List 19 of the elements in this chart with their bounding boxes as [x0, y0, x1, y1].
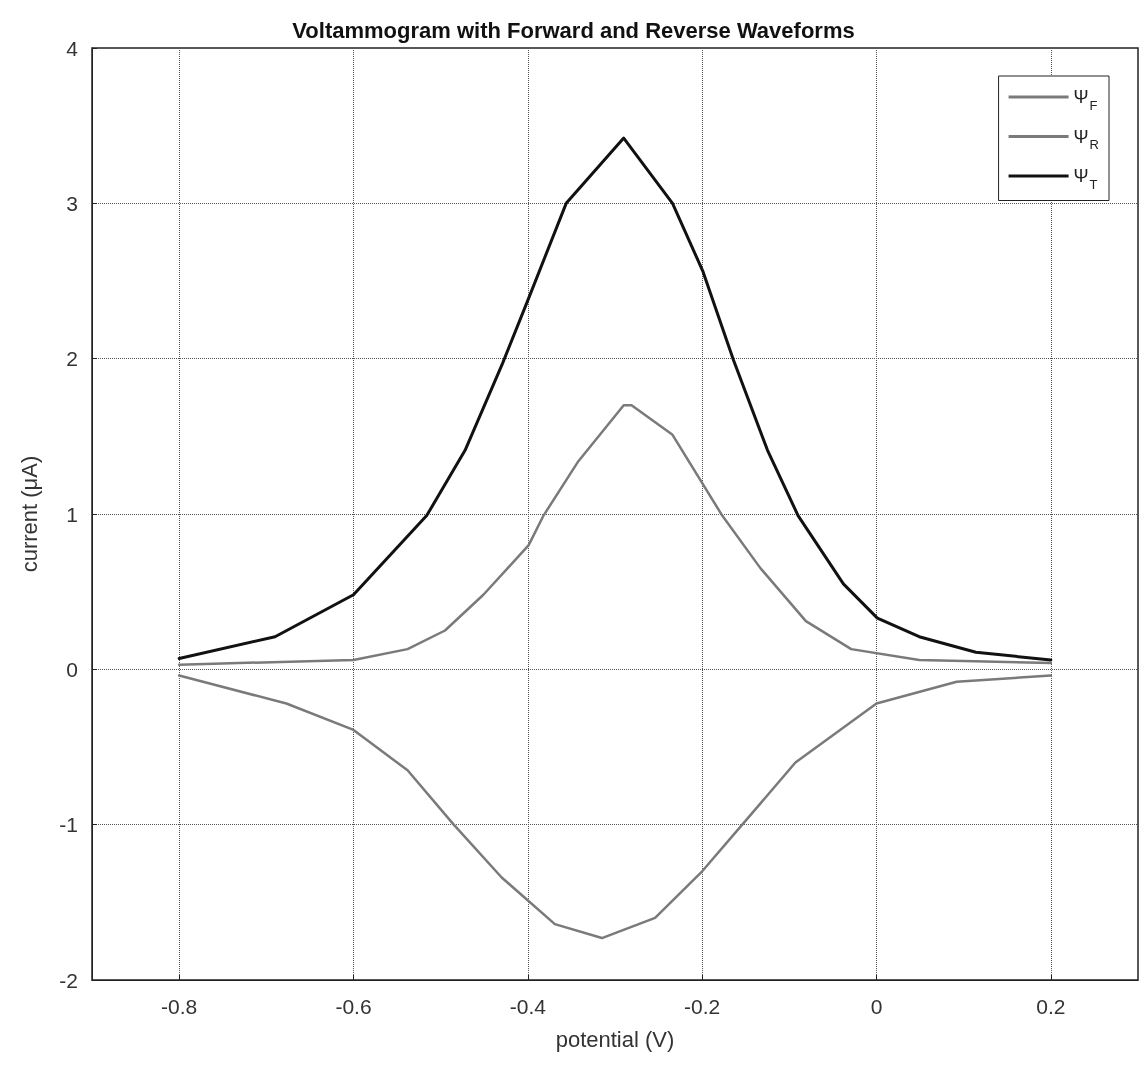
x-tick-label: 0.2: [1036, 995, 1066, 1018]
y-tick-label: 0: [66, 657, 78, 681]
x-tick-label: -0.2: [684, 995, 721, 1018]
x-tick-label: 0: [870, 995, 883, 1018]
x-tick-label: -0.8: [161, 995, 198, 1018]
line-series: [177, 136, 1053, 662]
line-series: [177, 404, 1053, 666]
y-tick-label: -1: [59, 813, 78, 837]
line-series: [177, 674, 1053, 940]
y-tick-label: 2: [66, 347, 78, 371]
x-tick-label: -0.6: [335, 995, 372, 1018]
x-tick-label: -0.4: [509, 995, 547, 1018]
y-axis-title: current (μA): [16, 455, 42, 573]
y-tick-label: 3: [66, 191, 78, 215]
y-tick-label: 4: [66, 36, 79, 60]
y-tick-label: -2: [59, 968, 78, 992]
x-axis-title: potential (V): [555, 1026, 675, 1052]
chart-title: Voltammogram with Forward and Reverse Waveforms: [292, 17, 855, 43]
y-tick-label: 1: [66, 502, 78, 526]
